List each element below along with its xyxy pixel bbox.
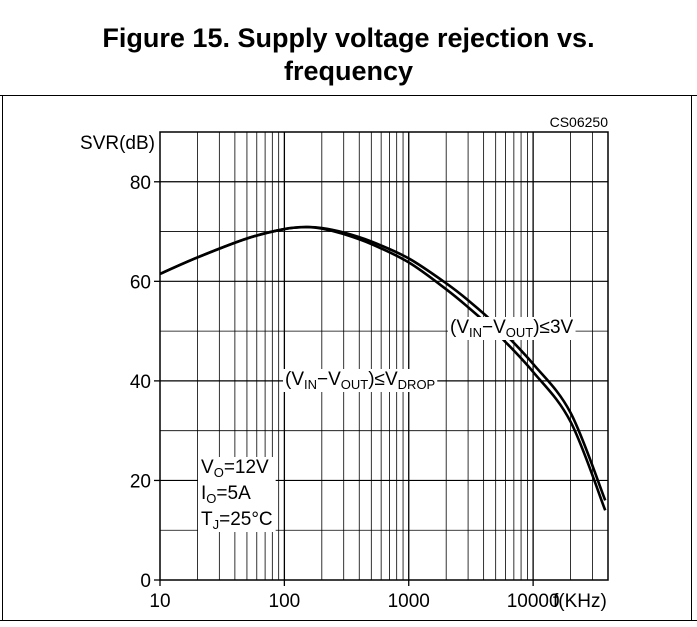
y-tick-label: 0 [140,571,151,592]
condition-symbol: T [201,509,213,530]
y-tick-label: 60 [130,272,151,293]
condition-value: =12V [224,457,269,478]
series-label-3v-text-bg [448,317,576,340]
condition-value: =25°C [219,509,273,530]
condition-value: =5A [216,483,251,504]
label-text: −V [482,317,506,338]
figure-title-line2: frequency [283,56,414,86]
condition-subscript: O [206,491,216,506]
x-tick-label: 1000 [388,591,430,612]
series-label-vdrop-text: (VIN−VOUT)≤VDROP [285,369,435,392]
figure-title-line1: Figure 15. Supply voltage rejection vs. [102,23,595,53]
axis-ticks: 0 20 40 60 80 10 100 1000 10000 [130,173,560,612]
series-line-vdrop [159,225,607,511]
y-tick-label: 80 [130,173,151,194]
label-text: )≤3V [533,317,573,338]
series-label-vdrop: (VIN−VOUT)≤VDROP [283,369,438,392]
y-tick-label: 40 [130,372,151,393]
figure-code: CS06250 [550,114,609,130]
series-label-3v: (VIN−VOUT)≤3V [448,317,576,340]
x-tick-label: 10 [149,591,170,612]
frame-left-rule [2,95,3,621]
condition-symbol: I [201,483,206,504]
plot-frame [159,131,609,581]
subscript: IN [304,377,317,392]
y-axis-label: SVR(dB) [80,133,155,154]
series-label-vdrop-text-bg [283,369,438,392]
subscript: IN [469,325,482,340]
condition-symbol: V [201,457,214,478]
condition-subscript: O [214,465,224,480]
condition-subscript: J [213,517,220,532]
series-label-3v-text: (VIN−VOUT)≤3V [450,317,574,340]
condition-line: VO=12V [201,457,269,480]
label-text: )≤V [368,369,398,390]
subscript: OUT [506,325,534,340]
condition-line: IO=5A [201,483,251,506]
label-text: (V [285,369,304,390]
conditions-bg [198,457,276,532]
y-tick-label: 20 [130,471,151,492]
grid-major-lines [160,132,608,580]
subscript: DROP [398,377,436,392]
subscript: OUT [341,377,369,392]
figure-title: Figure 15. Supply voltage rejection vs. … [0,22,697,88]
series-lines [159,225,607,511]
frame-top-rule [0,95,697,96]
label-text: (V [450,317,469,338]
x-tick-label: 100 [269,591,301,612]
x-tick-label: 10000 [507,591,560,612]
label-text: −V [317,369,341,390]
x-axis-label: f(KHz) [553,591,607,612]
frame-bottom-rule [0,620,697,621]
condition-line: TJ=25°C [201,509,273,532]
frame-right-rule [691,95,692,621]
